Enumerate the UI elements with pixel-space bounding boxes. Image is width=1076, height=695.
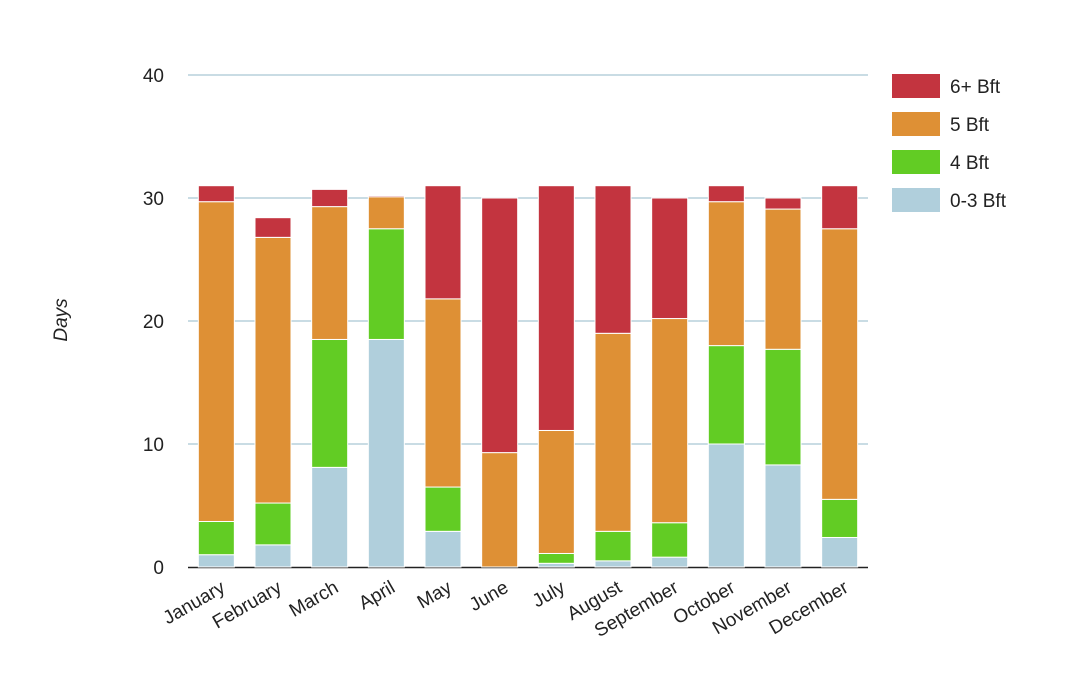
bar-segment-0-3-bft: [424, 530, 462, 568]
bar-segment-0-3-bft: [707, 443, 745, 568]
bar-segment-5-bft: [537, 429, 575, 554]
bar-segment-5-bft: [594, 332, 632, 532]
bar-segment-5-bft: [764, 208, 802, 350]
bar-segment-6-bft: [254, 217, 292, 238]
legend-label: 4 Bft: [950, 153, 990, 174]
bar-segment-0-3-bft: [594, 560, 632, 568]
bar-segment-6-bft: [707, 185, 745, 203]
bars: [197, 185, 859, 568]
bar-segment-4-bft: [254, 502, 292, 546]
y-tick-label: 30: [143, 189, 164, 210]
bar-segment-5-bft: [707, 201, 745, 347]
legend-swatch: [892, 150, 940, 174]
legend-label: 6+ Bft: [950, 77, 1001, 98]
bar-segment-6-bft: [651, 197, 689, 320]
bar-segment-5-bft: [254, 236, 292, 504]
bar-segment-4-bft: [537, 552, 575, 564]
legend-label: 5 Bft: [950, 115, 990, 136]
bar-segment-5-bft: [651, 318, 689, 524]
legend-swatch: [892, 112, 940, 136]
legend-item: 6+ Bft: [892, 74, 1001, 98]
bar-segment-6-bft: [594, 185, 632, 334]
bar-segment-4-bft: [197, 520, 235, 556]
legend: 6+ Bft 5 Bft 4 Bft 0-3 Bft: [892, 74, 1007, 212]
bar-segment-0-3-bft: [367, 338, 405, 568]
bar-segment-0-3-bft: [197, 554, 235, 568]
bar-segment-4-bft: [707, 345, 745, 445]
legend-label: 0-3 Bft: [950, 191, 1007, 212]
bar-segment-5-bft: [311, 206, 349, 340]
gridlines: [188, 74, 868, 569]
bar-segment-5-bft: [424, 298, 462, 488]
x-tick-label: April: [355, 577, 398, 614]
bar-segment-0-3-bft: [254, 544, 292, 568]
x-tick-label: March: [286, 577, 342, 622]
bar-segment-0-3-bft: [311, 466, 349, 568]
y-tick-label: 0: [153, 558, 164, 579]
bar-segment-0-3-bft: [821, 536, 859, 568]
bar-segment-6-bft: [481, 197, 519, 454]
bar-segment-6-bft: [367, 195, 405, 198]
bar-segment-5-bft: [197, 201, 235, 522]
legend-swatch: [892, 74, 940, 98]
bar-segment-6-bft: [764, 197, 802, 210]
bar-segment-4-bft: [594, 530, 632, 562]
x-tick-label: June: [466, 577, 512, 616]
y-axis-label: Days: [51, 298, 72, 342]
bar-segment-4-bft: [651, 522, 689, 558]
bar-segment-5-bft: [821, 228, 859, 500]
bar-segment-6-bft: [311, 188, 349, 208]
bar-segment-6-bft: [424, 185, 462, 300]
bar-segment-4-bft: [311, 338, 349, 468]
bar-segment-5-bft: [481, 452, 519, 568]
bar-segment-4-bft: [764, 348, 802, 466]
y-tick-label: 20: [143, 312, 164, 333]
bar-segment-4-bft: [424, 486, 462, 532]
legend-item: 0-3 Bft: [892, 188, 1007, 212]
y-tick-label: 40: [143, 66, 164, 87]
bar-segment-0-3-bft: [651, 556, 689, 568]
legend-item: 4 Bft: [892, 150, 990, 174]
y-tick-labels: 0 10 20 30 40: [143, 66, 164, 579]
bar-segment-0-3-bft: [537, 562, 575, 568]
y-tick-label: 10: [143, 435, 164, 456]
bar-segment-6-bft: [537, 185, 575, 431]
bar-segment-6-bft: [821, 185, 859, 230]
legend-swatch: [892, 188, 940, 212]
bar-segment-5-bft: [367, 196, 405, 230]
bar-segment-4-bft: [821, 498, 859, 538]
x-tick-label: May: [414, 577, 456, 613]
bar-segment-0-3-bft: [764, 464, 802, 568]
bar-segment-6-bft: [197, 185, 235, 203]
bar-segment-4-bft: [367, 228, 405, 340]
legend-item: 5 Bft: [892, 112, 990, 136]
